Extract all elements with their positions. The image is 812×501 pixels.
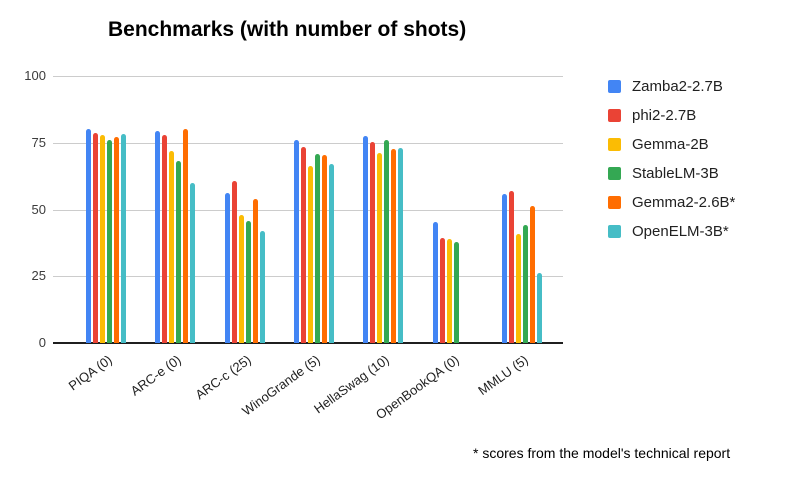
x-tick-label-OpenBookQA (0): OpenBookQA (0)	[372, 352, 462, 423]
footnote: * scores from the model's technical repo…	[473, 445, 731, 461]
bar-Gemma-2B-WinoGrande (5)	[307, 166, 313, 343]
x-axis-line	[53, 342, 563, 344]
plot-area	[71, 76, 557, 343]
legend-swatch-icon	[608, 109, 621, 122]
bar-Gemma2-2.6B*-MMLU (5)	[530, 206, 536, 343]
bar-Gemma2-2.6B*-WinoGrande (5)	[321, 154, 327, 343]
y-tick-label-75: 75	[31, 134, 46, 150]
legend-label: Gemma-2B	[632, 136, 709, 153]
bar-Zamba2-2.7B-WinoGrande (5)	[293, 140, 299, 343]
legend-swatch-icon	[608, 167, 621, 180]
x-tick-label-HellaSwag (10): HellaSwag (10)	[311, 352, 393, 417]
bar-Zamba2-2.7B-ARC-e (0)	[155, 131, 161, 343]
x-tick-label-ARC-c (25): ARC-c (25)	[191, 352, 254, 403]
bar-StableLM-3B-ARC-c (25)	[245, 221, 251, 343]
bar-StableLM-3B-OpenBookQA (0)	[453, 242, 459, 343]
legend-label: StableLM-3B	[632, 165, 719, 182]
gridline-100	[53, 76, 563, 77]
bar-group-WinoGrande (5)	[279, 76, 348, 343]
bar-group-ARC-c (25)	[210, 76, 279, 343]
bar-Gemma-2B-OpenBookQA (0)	[446, 238, 452, 343]
bar-phi2-2.7B-WinoGrande (5)	[300, 147, 306, 343]
legend-item-OpenELM-3B*: OpenELM-3B*	[608, 223, 735, 240]
bar-OpenELM-3B*-MMLU (5)	[537, 272, 543, 343]
bar-StableLM-3B-PIQA (0)	[106, 139, 112, 343]
bar-group-MMLU (5)	[488, 76, 557, 343]
bar-StableLM-3B-HellaSwag (10)	[384, 139, 390, 343]
legend-swatch-icon	[608, 80, 621, 93]
bar-group-OpenBookQA (0)	[418, 76, 487, 343]
legend-item-StableLM-3B: StableLM-3B	[608, 165, 735, 182]
bar-phi2-2.7B-ARC-c (25)	[231, 180, 237, 343]
bar-Zamba2-2.7B-MMLU (5)	[502, 194, 508, 343]
legend-label: Gemma2-2.6B*	[632, 194, 736, 211]
bar-StableLM-3B-WinoGrande (5)	[314, 153, 320, 343]
bar-phi2-2.7B-ARC-e (0)	[162, 134, 168, 343]
bar-Gemma-2B-MMLU (5)	[516, 233, 522, 343]
bar-phi2-2.7B-PIQA (0)	[92, 133, 98, 343]
bar-phi2-2.7B-MMLU (5)	[509, 191, 515, 343]
bar-Gemma-2B-PIQA (0)	[99, 135, 105, 343]
bar-OpenELM-3B*-ARC-c (25)	[259, 230, 265, 343]
bar-phi2-2.7B-OpenBookQA (0)	[439, 238, 445, 343]
bar-Gemma2-2.6B*-ARC-c (25)	[252, 199, 258, 343]
bar-group-ARC-e (0)	[140, 76, 209, 343]
bar-OpenELM-3B*-HellaSwag (10)	[398, 147, 404, 343]
bar-Zamba2-2.7B-ARC-c (25)	[224, 192, 230, 343]
bar-Zamba2-2.7B-OpenBookQA (0)	[432, 221, 438, 343]
bar-OpenELM-3B*-PIQA (0)	[120, 134, 126, 343]
legend-swatch-icon	[608, 225, 621, 238]
chart-title: Benchmarks (with number of shots)	[108, 18, 467, 41]
legend-item-Gemma-2B: Gemma-2B	[608, 136, 735, 153]
bar-phi2-2.7B-HellaSwag (10)	[370, 142, 376, 343]
bar-group-PIQA (0)	[71, 76, 140, 343]
y-tick-label-50: 50	[31, 201, 46, 217]
legend-label: phi2-2.7B	[632, 107, 697, 124]
bar-StableLM-3B-ARC-e (0)	[176, 161, 182, 343]
legend-item-Gemma2-2.6B*: Gemma2-2.6B*	[608, 194, 736, 211]
bar-group-HellaSwag (10)	[349, 76, 418, 343]
gridline-75	[53, 142, 563, 144]
x-tick-label-ARC-e (0): ARC-e (0)	[127, 352, 184, 399]
bar-Gemma-2B-ARC-e (0)	[169, 151, 175, 343]
bar-Gemma2-2.6B*-ARC-e (0)	[183, 129, 189, 343]
legend-item-phi2-2.7B: phi2-2.7B	[608, 107, 735, 124]
bar-Gemma-2B-HellaSwag (10)	[377, 152, 383, 343]
legend-swatch-icon	[608, 138, 621, 151]
legend-label: OpenELM-3B*	[632, 223, 729, 240]
y-tick-label-100: 100	[24, 68, 46, 83]
legend-item-Zamba2-2.7B: Zamba2-2.7B	[608, 78, 735, 95]
bar-Gemma-2B-ARC-c (25)	[238, 214, 244, 343]
bar-Zamba2-2.7B-HellaSwag (10)	[363, 136, 369, 343]
y-tick-label-25: 25	[31, 268, 46, 284]
bar-Gemma2-2.6B*-PIQA (0)	[113, 136, 119, 343]
bar-Zamba2-2.7B-PIQA (0)	[85, 129, 91, 343]
legend-swatch-icon	[608, 196, 621, 209]
bar-OpenELM-3B*-ARC-e (0)	[190, 183, 196, 343]
y-tick-label-0: 0	[38, 335, 46, 350]
bar-OpenELM-3B*-WinoGrande (5)	[328, 164, 334, 343]
legend-label: Zamba2-2.7B	[632, 78, 723, 95]
bar-Gemma2-2.6B*-HellaSwag (10)	[391, 148, 397, 343]
legend: Zamba2-2.7B phi2-2.7B Gemma-2B StableLM-3B G…	[608, 78, 736, 240]
bar-StableLM-3B-MMLU (5)	[523, 224, 529, 343]
